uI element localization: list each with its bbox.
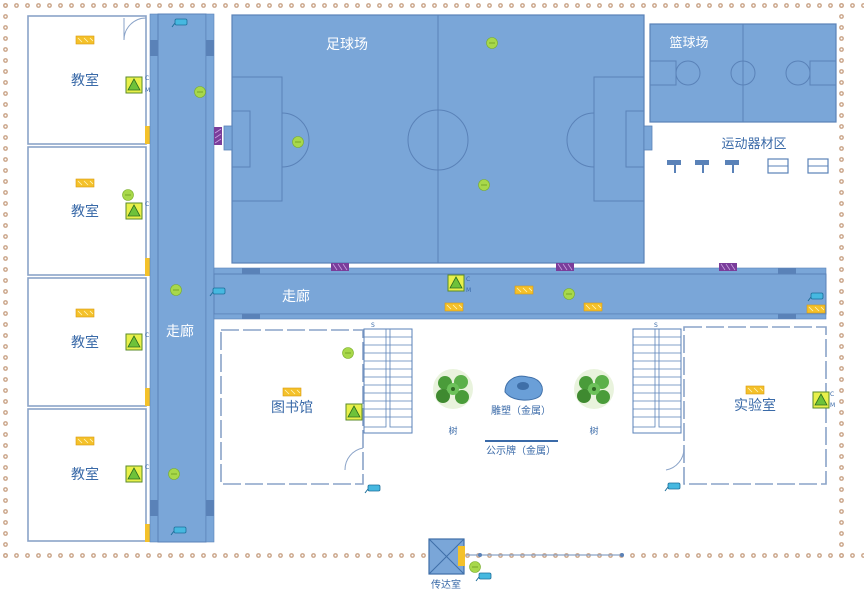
tree-label-left: 树 <box>448 425 457 437</box>
svg-text:C: C <box>145 201 149 208</box>
svg-text:C: C <box>466 276 470 283</box>
classroom-2-label: 教室 <box>71 203 99 220</box>
classroom-block <box>27 15 151 542</box>
camera-icon <box>664 482 681 492</box>
classroom-3-label: 教室 <box>71 334 99 351</box>
stairs-left[interactable]: S <box>363 322 413 434</box>
corridor-label-horizontal: 走廊 <box>282 288 310 305</box>
equipment-area-label: 运动器材区 <box>721 137 786 152</box>
football-field-label: 足球场 <box>326 37 368 53</box>
tree-icon <box>574 369 614 409</box>
svg-text:M: M <box>830 402 835 409</box>
basketball-court-label: 篮球场 <box>669 36 708 51</box>
gate-icon <box>718 262 738 272</box>
alarm-triangle-icon <box>125 202 143 220</box>
library-label: 图书馆 <box>271 400 313 416</box>
vertical-corridor[interactable]: 走廊 <box>149 13 215 543</box>
classroom-1-label: 教室 <box>71 72 99 89</box>
tree-label-right: 树 <box>589 425 598 437</box>
svg-text:C: C <box>145 464 149 471</box>
equipment-area[interactable]: 运动器材区 <box>667 137 829 174</box>
library[interactable]: 图书馆 <box>220 329 381 494</box>
classroom-labels: 教室 教室 教室 教室 <box>71 72 99 483</box>
table-tennis-icon <box>767 158 829 174</box>
alarm-triangle-icon <box>345 403 363 421</box>
svg-text:C: C <box>830 391 834 398</box>
camera-icon <box>364 484 381 494</box>
horizontal-corridor[interactable]: 走廊 C M <box>209 262 827 320</box>
gate-icon <box>213 126 223 146</box>
football-field[interactable]: 足球场 <box>213 14 653 264</box>
svg-text:C: C <box>145 332 149 339</box>
alarm-triangle-icon <box>125 76 143 94</box>
stairs-right[interactable]: S <box>632 322 682 434</box>
rock-sculpture-icon <box>504 375 543 401</box>
corridor-label-vertical: 走廊 <box>166 323 194 340</box>
notice-board-label: 公示牌（金属） <box>486 444 556 457</box>
school-gate[interactable] <box>466 553 624 557</box>
camera-icon <box>475 572 492 582</box>
svg-text:M: M <box>145 87 150 94</box>
gate-icon <box>330 262 350 272</box>
lab-label: 实验室 <box>734 397 776 414</box>
svg-text:M: M <box>466 287 471 294</box>
guard-room-label: 传达室 <box>431 578 461 591</box>
alarm-triangle-icon <box>125 333 143 351</box>
courtyard: 树 树 雕塑（金属） 公示牌（金属） <box>433 369 614 457</box>
alarm-triangle-icon <box>447 274 465 292</box>
alarm-triangle-icon <box>812 391 830 409</box>
svg-text:S: S <box>371 322 375 329</box>
lab[interactable]: 实验室 C M <box>664 326 835 492</box>
svg-text:C: C <box>145 75 149 82</box>
basketball-court[interactable]: 篮球场 <box>649 23 837 123</box>
fitness-equipment-icon <box>667 160 739 173</box>
svg-text:S: S <box>654 322 658 329</box>
sculpture-label: 雕塑（金属） <box>491 404 551 417</box>
guard-room[interactable]: 传达室 <box>428 538 492 591</box>
classroom-4-label: 教室 <box>71 466 99 483</box>
classroom-markers: C M C C C <box>75 35 150 483</box>
tree-icon <box>433 369 473 409</box>
gate-icon <box>555 262 575 272</box>
alarm-triangle-icon <box>125 465 143 483</box>
